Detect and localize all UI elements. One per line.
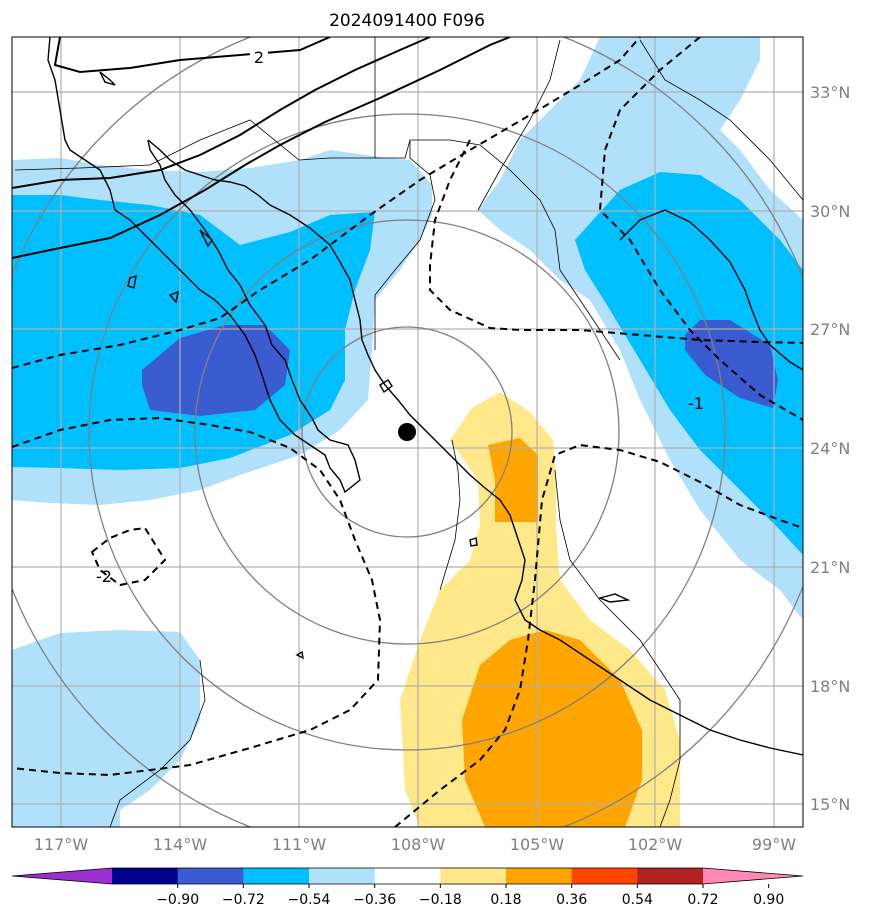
storm-center-marker [398,423,416,441]
colorbar-tick-label: −0.54 [288,892,331,908]
colorbar: −0.90 −0.72 −0.54 −0.36 −0.18 0.18 0.36 0.54 0.7… [11,867,804,908]
colorbar-segment [309,868,376,884]
colorbar-segment [637,868,704,884]
colorbar-tick-label: 0.90 [753,892,784,908]
lat-label: 24°N [810,439,850,458]
lon-label: 114°W [153,835,208,854]
lat-label: 27°N [810,320,850,339]
map-frame [11,36,804,828]
map-area: 2 -1 -2 [12,37,803,827]
shading-orange-north [488,438,538,522]
colorbar-tick-label: 0.54 [622,892,653,908]
shading-lightblue-southwest [12,630,200,827]
colorbar-tick-label: −0.90 [156,892,199,908]
lon-label: 105°W [510,835,565,854]
lon-label: 99°W [752,835,796,854]
colorbar-extend-low [12,868,112,884]
contour-label-minus2: -2 [96,567,112,586]
colorbar-segment [243,868,310,884]
lon-label: 108°W [391,835,446,854]
lat-label: 18°N [810,677,850,696]
colorbar-tick-label: 0.18 [490,892,521,908]
map-title: 2024091400 F096 [329,11,485,31]
coastlines [47,37,803,756]
colorbar-tick-label: −0.36 [353,892,396,908]
colorbar-tick-label: 0.36 [556,892,587,908]
colorbar-segment [506,868,573,884]
longitude-labels: 117°W 114°W 111°W 108°W 105°W 102°W 99°W [34,835,796,854]
shading-orange-south [462,630,642,827]
colorbar-segment [177,868,244,884]
latlon-grid [12,37,803,827]
colorbar-tick-label: 0.72 [687,892,718,908]
lat-label: 30°N [810,202,850,221]
lon-label: 111°W [272,835,327,854]
contour-label-minus1: -1 [688,394,704,413]
contour-label-2: 2 [254,48,264,67]
colorbar-outline [11,867,804,885]
dashed-contours [12,37,803,827]
lon-label: 117°W [34,835,89,854]
solid-contours [12,37,511,259]
latitude-labels: 33°N 30°N 27°N 24°N 21°N 18°N 15°N [810,83,850,814]
colorbar-segment [112,868,179,884]
colorbar-segment [571,868,638,884]
colorbar-tick-label: −0.18 [419,892,462,908]
lat-label: 33°N [810,83,850,102]
shading-blue-west [12,195,375,470]
shading-darkblue-west [142,325,290,416]
lat-label: 15°N [810,795,850,814]
colorbar-extend-high [703,868,803,884]
lon-label: 102°W [628,835,683,854]
range-rings [12,37,803,827]
lat-label: 21°N [810,558,850,577]
shading-blue-east [575,172,803,555]
borders [14,37,803,827]
colorbar-segment [374,868,441,884]
colorbar-segment [440,868,507,884]
colorbar-tick-label: −0.72 [222,892,265,908]
